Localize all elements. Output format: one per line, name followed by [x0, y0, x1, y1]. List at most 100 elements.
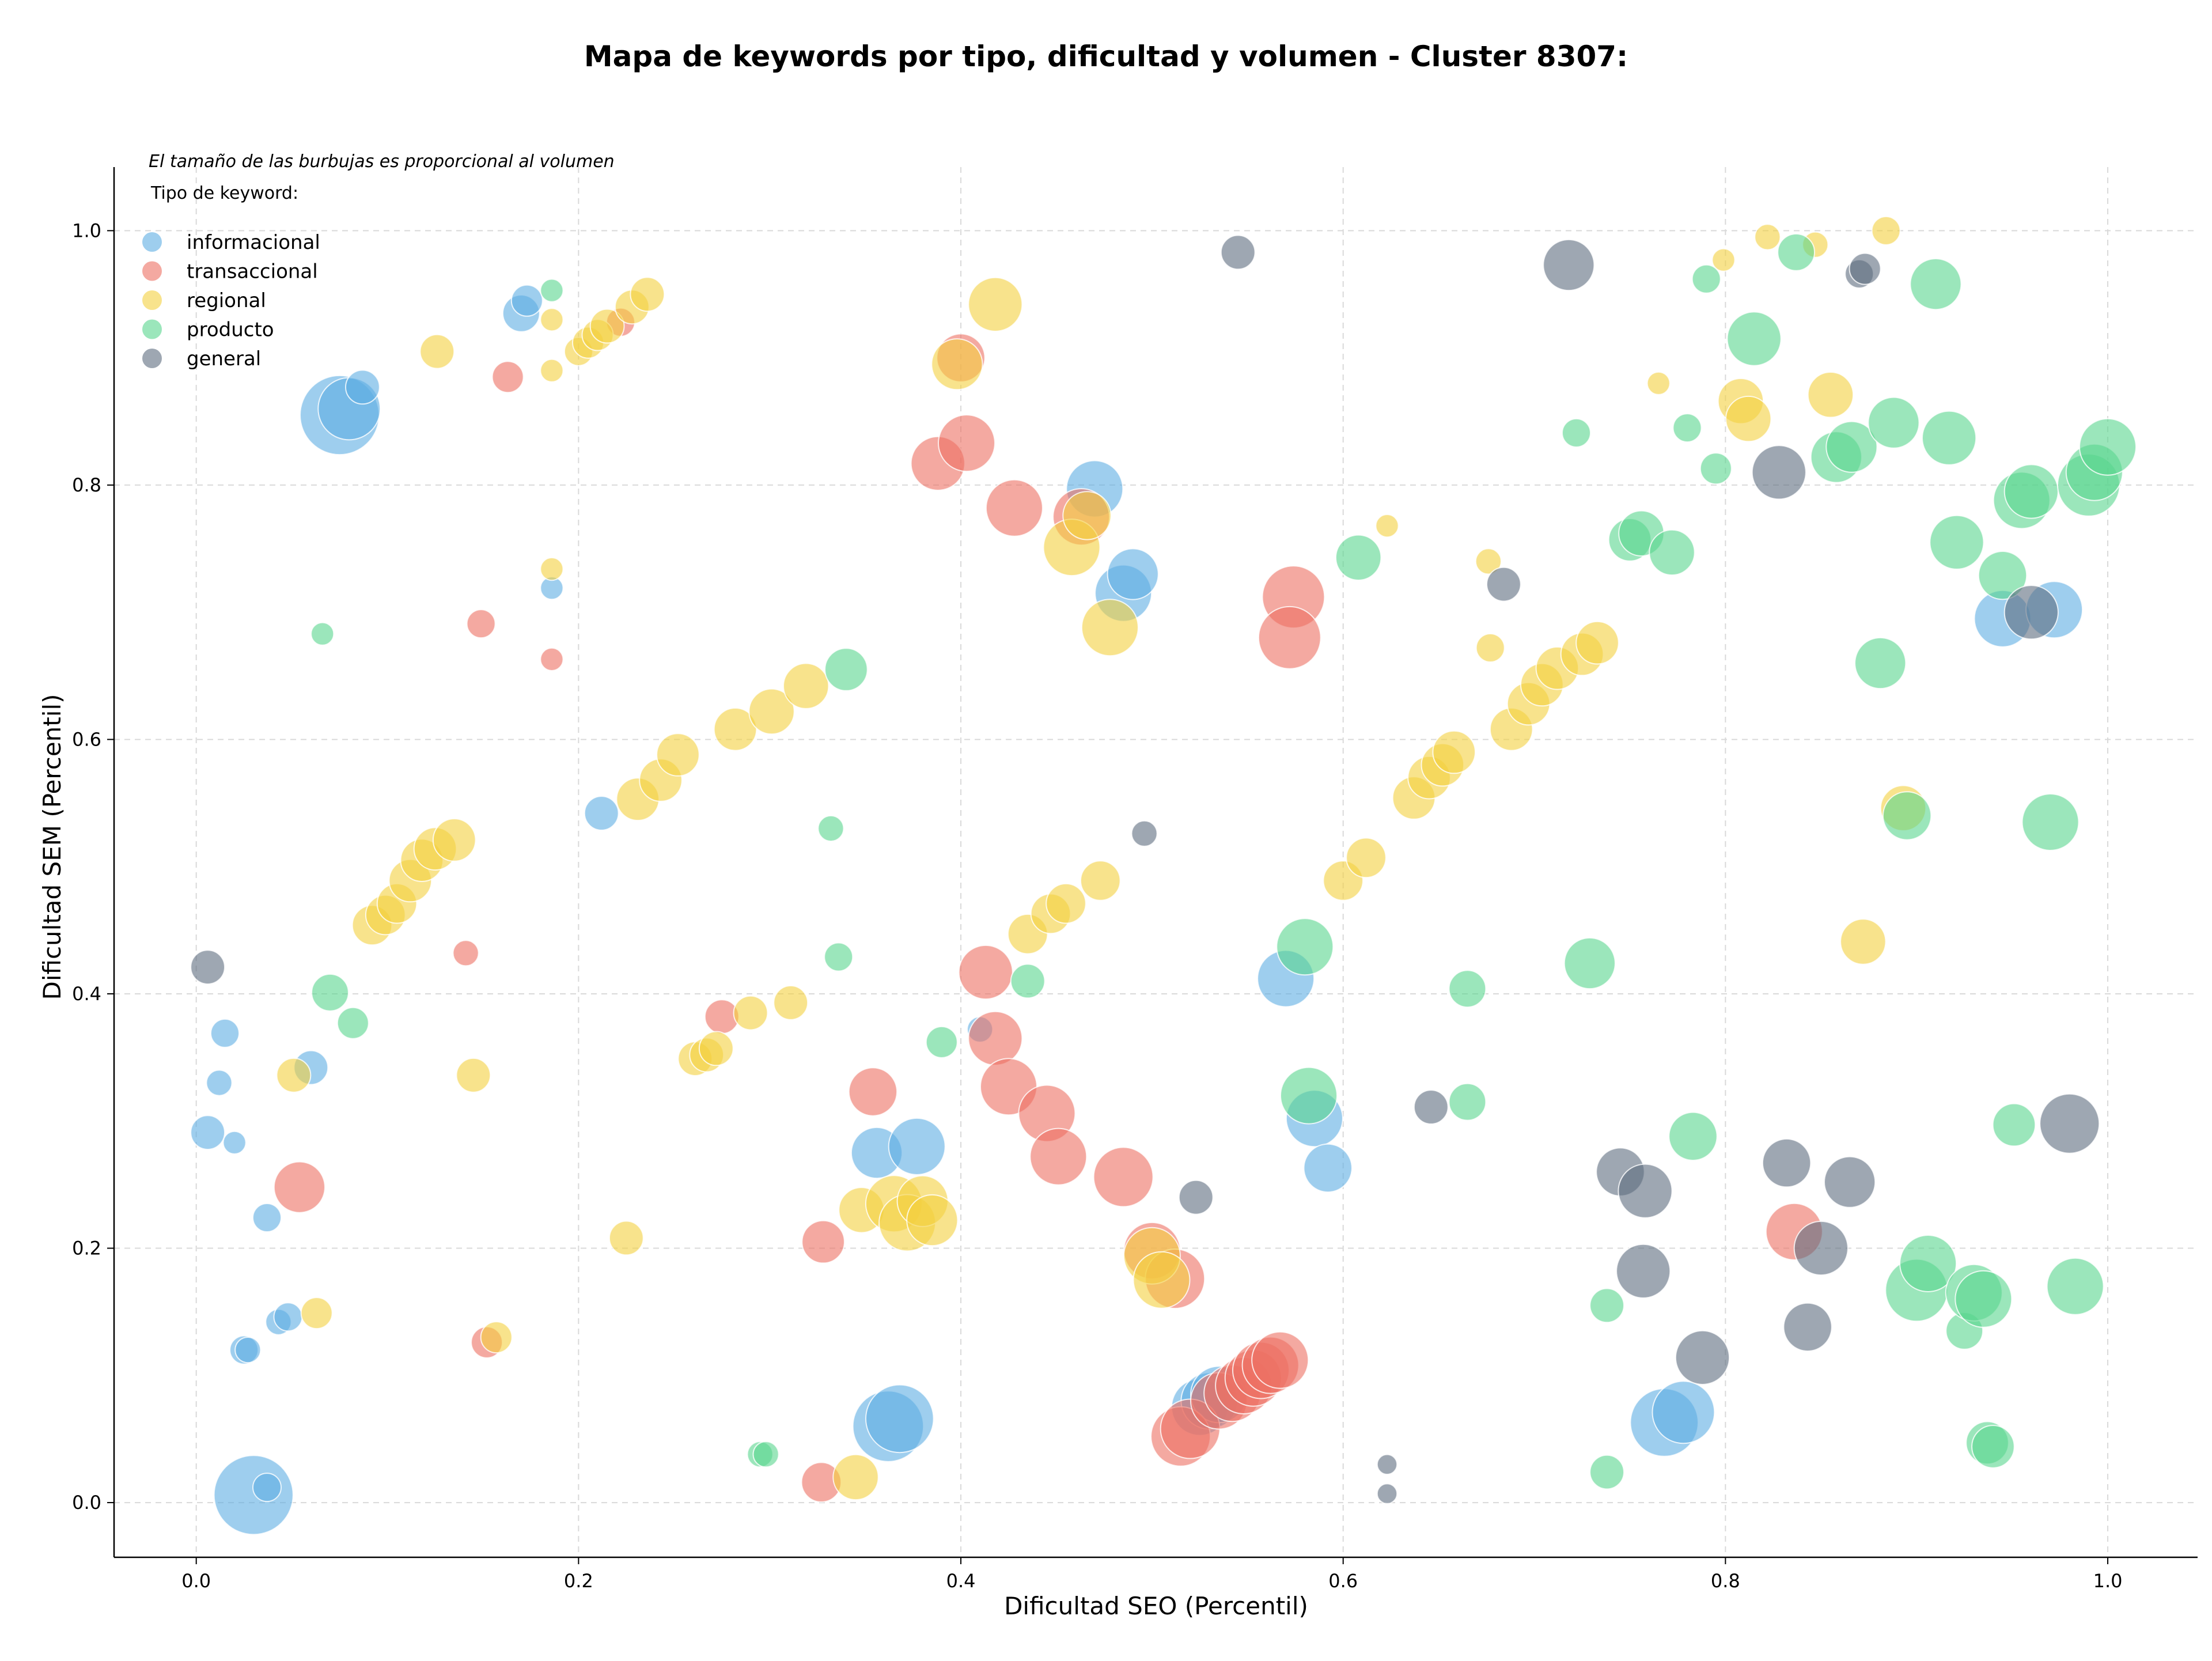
x-tick-label: 1.0 — [2093, 1570, 2123, 1592]
bubble-general — [1131, 820, 1158, 847]
bubble-producto — [2046, 1257, 2104, 1315]
legend-marker-informacional — [142, 232, 162, 252]
bubble-regional — [1375, 514, 1399, 538]
y-tick-label: 0.2 — [72, 1238, 101, 1259]
bubble-producto — [1691, 264, 1721, 294]
legend-title: Tipo de keyword: — [150, 183, 298, 203]
y-tick-label: 0.6 — [72, 728, 101, 750]
bubble-regional — [1062, 491, 1112, 540]
bubble-regional — [1080, 860, 1121, 901]
bubble-transaccional — [1029, 1127, 1088, 1186]
bubble-regional — [906, 1194, 959, 1247]
bubble-regional — [1046, 883, 1086, 924]
bubble-general — [1616, 1243, 1671, 1299]
y-axis-label: Dificultad SEM (Percentil) — [38, 694, 66, 1000]
x-tick-label: 0.6 — [1328, 1570, 1358, 1592]
x-tick-label: 0.2 — [564, 1570, 593, 1592]
bubble-general — [1793, 1220, 1849, 1276]
bubble-general — [1486, 566, 1521, 602]
bubble-general — [1849, 252, 1881, 285]
bubble-producto — [1448, 1083, 1487, 1121]
bubble-producto — [310, 622, 335, 646]
legend-label-general: general — [187, 347, 261, 370]
legend-label-producto: producto — [187, 319, 274, 342]
bubble-regional — [1081, 599, 1139, 657]
bubble-producto — [1971, 1425, 2015, 1469]
bubble-producto — [2079, 418, 2137, 476]
bubble-transaccional — [273, 1161, 326, 1213]
chart-title: Mapa de keywords por tipo, dificultad y … — [584, 40, 1628, 73]
bubble-informacional — [213, 1455, 294, 1535]
legend-label-informacional: informacional — [187, 231, 320, 254]
bubble-transaccional — [466, 609, 496, 639]
bubble-transaccional — [938, 414, 995, 472]
bubble-informacional — [190, 1115, 226, 1150]
bubble-regional — [656, 733, 700, 777]
bubble-producto — [1010, 963, 1046, 999]
bubble-informacional — [1652, 1380, 1715, 1444]
axes — [107, 167, 2198, 1564]
bubble-general — [1413, 1089, 1449, 1125]
bubble-producto — [1562, 418, 1591, 448]
x-tick-label: 0.4 — [946, 1570, 976, 1592]
bubble-producto — [1589, 1454, 1625, 1490]
bubble-producto — [2003, 464, 2059, 519]
bubble-producto — [1929, 514, 1984, 570]
legend-marker-general — [142, 349, 162, 368]
bubble-producto — [1899, 1235, 1957, 1292]
bubble-transaccional — [491, 361, 524, 394]
legend-label-regional: regional — [187, 289, 266, 312]
bubble-producto — [1854, 637, 1907, 690]
bubble-regional — [748, 688, 795, 735]
bubble-regional — [630, 277, 665, 312]
bubble-general — [1376, 1454, 1398, 1475]
bubble-general — [1783, 1302, 1832, 1352]
bubble-informacional — [252, 1203, 282, 1232]
bubble-regional — [1807, 372, 1854, 418]
bubble-informacional — [888, 1117, 946, 1175]
bubble-informacional — [222, 1130, 247, 1155]
bubble-producto — [824, 648, 868, 691]
bubble-regional — [1432, 730, 1476, 774]
bubble-producto — [311, 973, 349, 1012]
bubble-regional — [432, 818, 476, 862]
bubble-producto — [1448, 970, 1487, 1008]
bubble-general — [190, 949, 226, 985]
bubble-producto — [1276, 918, 1334, 976]
bubble-regional — [300, 1297, 333, 1330]
bubble-producto — [1910, 258, 1962, 311]
bubble-informacional — [584, 796, 619, 831]
bubble-producto — [1726, 311, 1782, 366]
bubble-producto — [1335, 534, 1382, 581]
bubble-transaccional — [968, 1011, 1023, 1066]
bubble-regional — [1646, 371, 1671, 395]
bubble-regional — [1754, 224, 1781, 251]
bubble-producto — [2021, 793, 2080, 851]
bubble-regional — [419, 334, 455, 369]
bubble-regional — [540, 308, 564, 332]
bubble-transaccional — [540, 647, 564, 672]
bubble-general — [1762, 1138, 1812, 1188]
bubble-producto — [925, 1026, 958, 1058]
bubble-general — [1376, 1483, 1398, 1504]
bubble-informacional — [510, 284, 543, 317]
bubble-transaccional — [848, 1067, 898, 1117]
bubble-transaccional — [1257, 606, 1321, 669]
bubble-regional — [540, 557, 564, 581]
legend-marker-transaccional — [142, 261, 162, 281]
bubble-general — [1675, 1330, 1730, 1385]
bubble-producto — [1992, 1103, 2036, 1147]
tick-labels: 0.0 0.2 0.4 0.6 0.8 1.0 0.0 0.2 0.4 0.6 0.8 1.0 — [72, 220, 2122, 1592]
y-tick-label: 0.4 — [72, 983, 101, 1005]
y-tick-label: 0.0 — [72, 1492, 101, 1514]
bubble-producto — [1699, 452, 1732, 485]
bubble-informacional — [1303, 1143, 1353, 1193]
legend-marker-regional — [142, 290, 162, 310]
bubble-regional — [589, 308, 625, 344]
bubble-regional — [773, 985, 809, 1020]
bubble-transaccional — [985, 479, 1043, 537]
bubble-regional — [456, 1057, 491, 1093]
bubble-regional — [1840, 918, 1887, 965]
